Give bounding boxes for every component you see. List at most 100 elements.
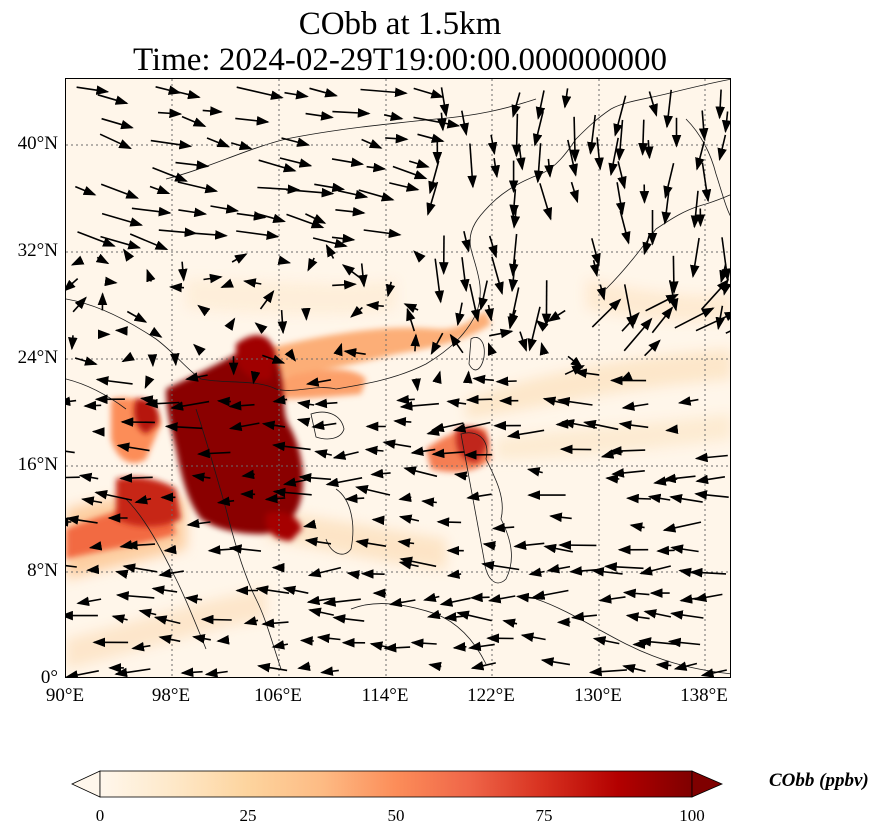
- wind-arrow: [393, 416, 412, 427]
- wind-arrow: [176, 89, 201, 100]
- wind-arrow: [469, 283, 481, 323]
- wind-arrow: [228, 400, 255, 411]
- wind-arrow: [623, 317, 653, 352]
- wind-arrow: [408, 159, 430, 169]
- wind-arrow: [272, 395, 288, 405]
- wind-arrow: [432, 370, 442, 385]
- wind-arrow: [721, 111, 730, 134]
- colorbar-tick-label: 100: [679, 806, 705, 825]
- wind-arrow: [364, 445, 384, 456]
- wind-arrow: [698, 110, 709, 141]
- wind-arrow: [284, 89, 309, 100]
- wind-arrow: [502, 618, 518, 628]
- wind-arrow: [115, 569, 129, 579]
- wind-arrow: [670, 544, 699, 554]
- wind-arrow: [304, 537, 332, 547]
- y-tick-label: 16°N: [17, 454, 58, 475]
- wind-arrow: [622, 663, 646, 674]
- wind-arrow: [452, 642, 467, 652]
- wind-arrow: [335, 206, 366, 217]
- wind-arrow: [285, 187, 335, 198]
- wind-arrow: [243, 278, 262, 288]
- wind-arrow: [331, 157, 365, 168]
- wind-arrow: [314, 449, 332, 459]
- wind-arrow: [259, 290, 275, 310]
- x-tick-label: 122°E: [467, 685, 515, 706]
- wind-arrow: [556, 396, 593, 407]
- wind-arrow: [613, 95, 627, 137]
- wind-arrow: [343, 348, 366, 358]
- wind-arrow: [123, 248, 135, 262]
- wind-arrow: [615, 119, 625, 162]
- wind-arrow: [155, 85, 182, 95]
- wind-arrow: [358, 263, 368, 288]
- wind-arrow: [594, 137, 604, 171]
- wind-arrow: [643, 140, 654, 160]
- wind-arrow: [468, 641, 495, 652]
- wind-arrow: [144, 375, 155, 389]
- wind-arrow: [81, 496, 103, 506]
- wind-arrow: [151, 585, 178, 595]
- wind-arrow: [97, 94, 129, 105]
- wind-arrow: [669, 255, 679, 295]
- colorbar-min-extension: [71, 770, 101, 798]
- wind-arrow: [398, 492, 412, 502]
- x-tick-label: 130°E: [574, 685, 622, 706]
- wind-arrow: [86, 564, 100, 575]
- wind-arrow: [70, 255, 85, 266]
- wind-arrow: [423, 592, 440, 603]
- wind-arrow: [535, 319, 549, 332]
- wind-arrow: [138, 608, 157, 618]
- wind-arrow: [192, 633, 211, 644]
- y-tick-label: 24°N: [17, 347, 58, 368]
- wind-arrow: [316, 633, 341, 644]
- wind-arrow: [661, 187, 672, 225]
- y-tick-label: 8°N: [27, 560, 58, 581]
- wind-arrow: [228, 544, 262, 554]
- wind-arrow: [410, 638, 437, 649]
- wind-arrow: [325, 477, 363, 488]
- x-tick-label: 106°E: [254, 685, 302, 706]
- wind-arrow: [694, 490, 729, 500]
- wind-arrow: [717, 134, 727, 162]
- wind-arrow: [725, 330, 730, 334]
- map-canvas: [66, 79, 730, 677]
- wind-arrow: [481, 560, 520, 571]
- wind-arrow: [487, 342, 497, 356]
- wind-arrow: [511, 92, 521, 118]
- wind-arrow: [358, 189, 395, 202]
- wind-arrow: [428, 661, 442, 672]
- wind-arrow: [277, 310, 288, 335]
- wind-arrow: [216, 496, 235, 507]
- y-tick-label: 0°: [40, 667, 58, 688]
- wind-arrow: [413, 87, 445, 99]
- wind-arrow: [95, 253, 110, 265]
- map-title: CObb at 1.5km: [298, 6, 502, 42]
- wind-arrow: [547, 309, 566, 322]
- wind-arrow: [185, 372, 208, 382]
- wind-arrow: [403, 466, 438, 478]
- wind-arrow: [202, 106, 223, 116]
- wind-arrow: [366, 162, 387, 173]
- wind-arrow: [361, 138, 383, 149]
- wind-arrow: [426, 181, 439, 216]
- wind-arrow: [526, 467, 543, 477]
- wind-arrow: [434, 258, 445, 304]
- wind-arrow: [544, 158, 554, 178]
- wind-arrow: [596, 284, 606, 301]
- wind-arrow: [331, 233, 356, 244]
- wind-arrow: [243, 616, 259, 626]
- wind-arrow: [470, 661, 496, 671]
- x-tick-label: 138°E: [680, 685, 728, 706]
- wind-arrow: [689, 567, 727, 578]
- wind-arrow: [618, 420, 649, 430]
- wind-arrow: [715, 305, 726, 331]
- wind-arrow: [228, 421, 260, 432]
- wind-arrow: [149, 326, 163, 338]
- wind-arrow: [665, 424, 679, 434]
- wind-arrow: [410, 333, 421, 352]
- wind-arrow: [516, 143, 526, 171]
- wind-arrow: [436, 517, 462, 527]
- wind-arrow: [307, 257, 318, 272]
- wind-arrow: [396, 394, 415, 405]
